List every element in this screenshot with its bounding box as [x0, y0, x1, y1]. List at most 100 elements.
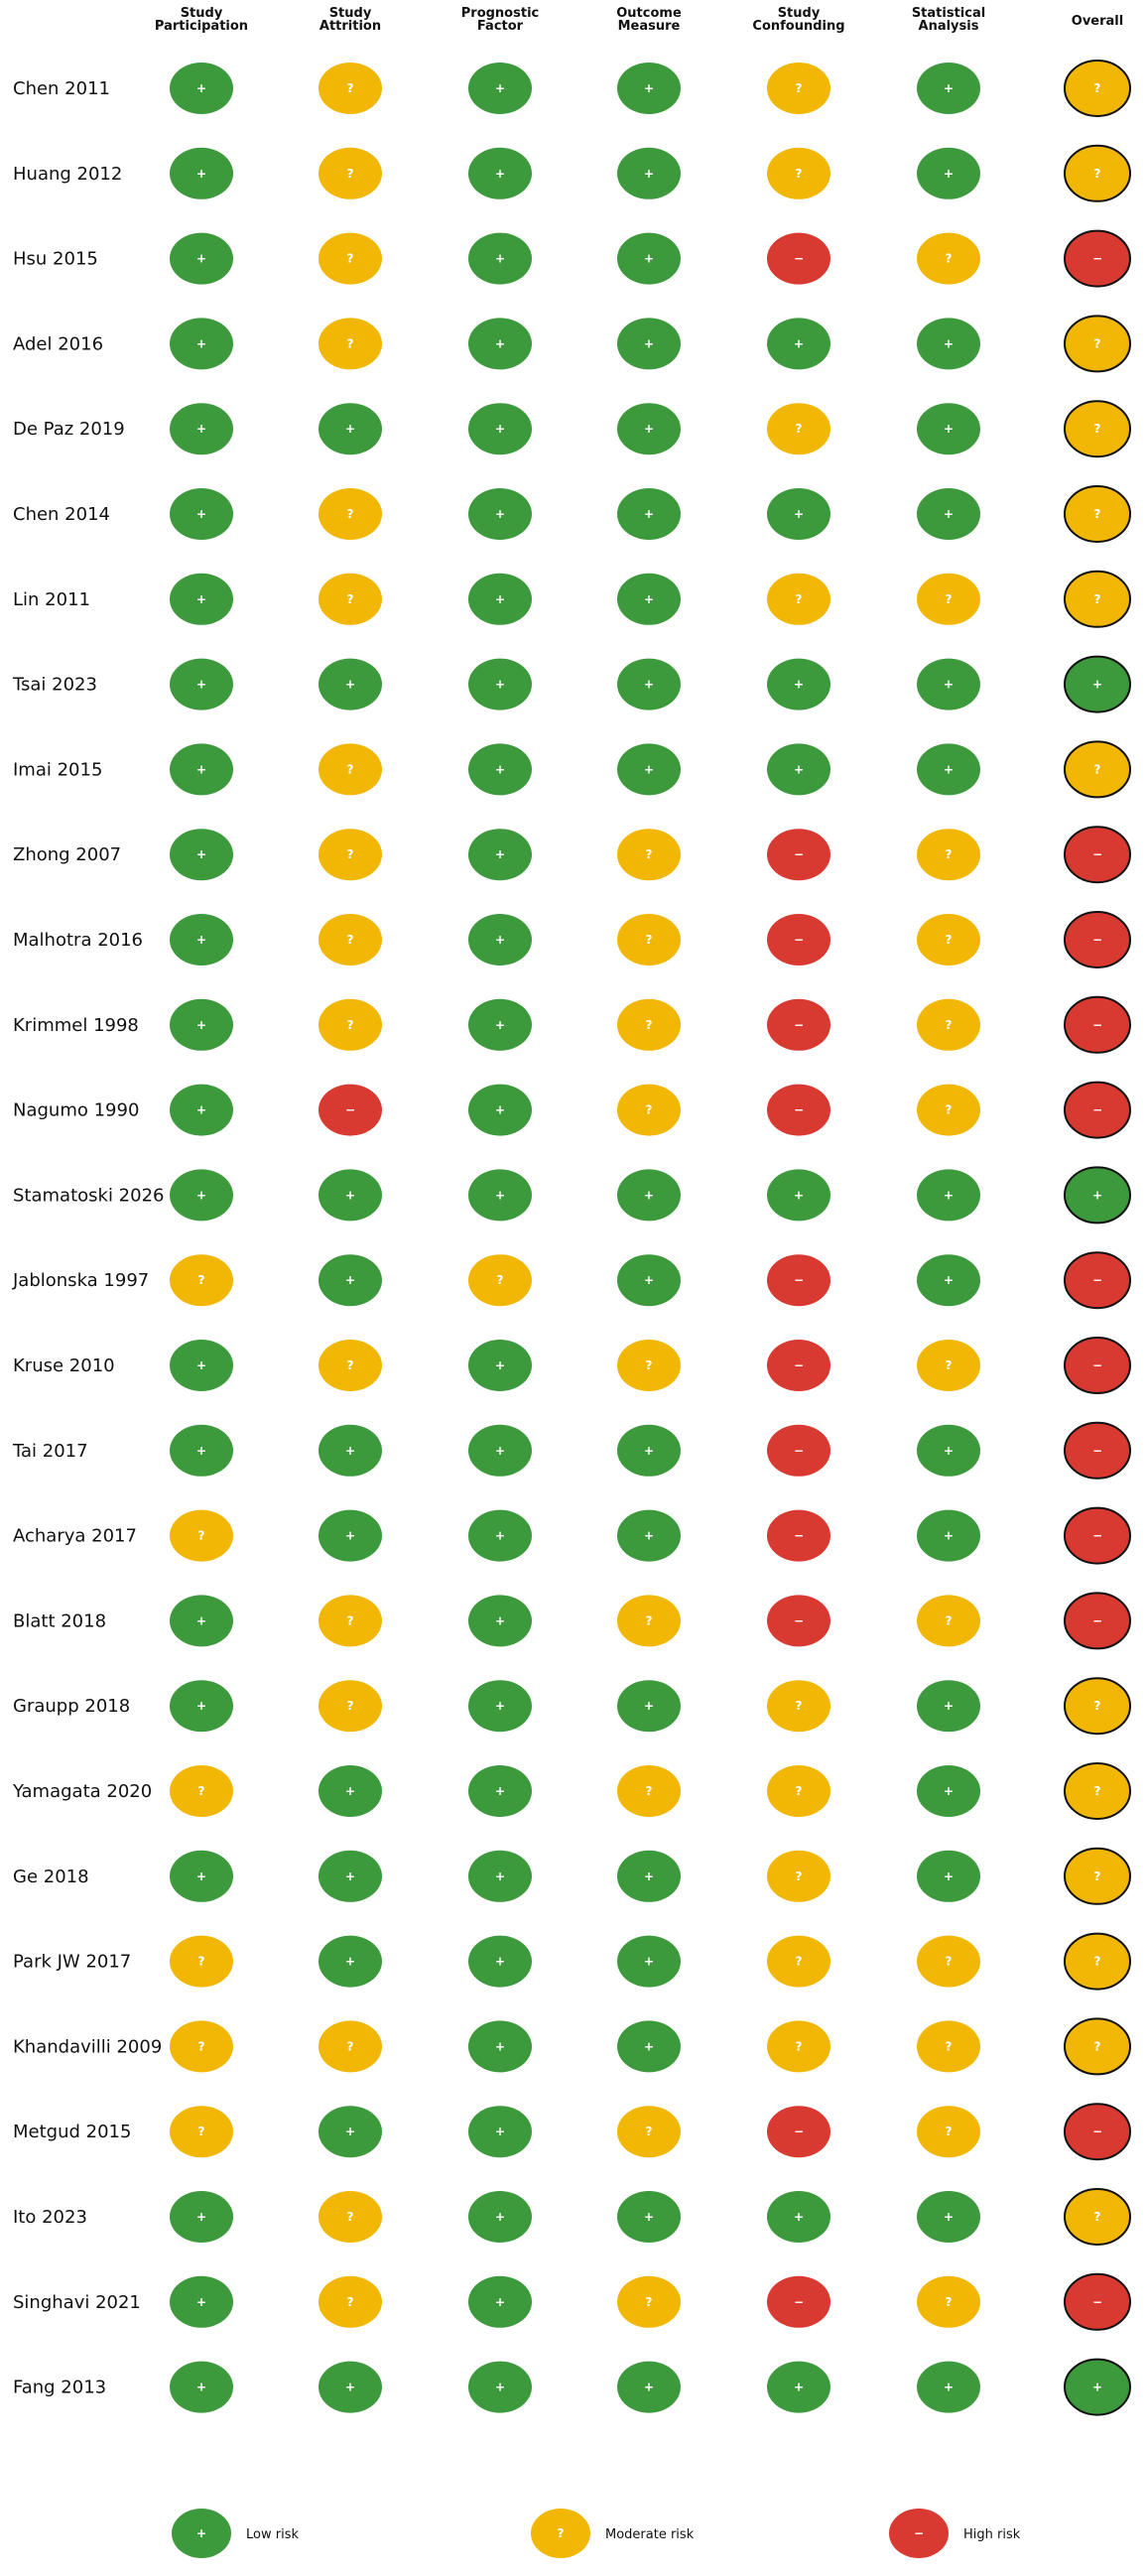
overall-risk-marker	[1064, 1251, 1131, 1310]
legend-item: − High risk	[889, 2509, 1021, 2558]
risk-symbol: ?	[946, 933, 953, 947]
risk-marker	[767, 232, 830, 285]
risk-marker	[318, 998, 382, 1051]
risk-marker	[170, 2106, 233, 2158]
risk-marker	[468, 1084, 532, 1136]
risk-marker	[318, 1765, 382, 1817]
risk-marker	[767, 1509, 830, 1562]
risk-marker	[767, 2361, 830, 2413]
risk-symbol: −	[794, 1529, 804, 1543]
risk-marker	[468, 1850, 532, 1902]
risk-marker	[170, 1765, 233, 1817]
study-row: Yamagata 2020? + +?? +?	[12, 1762, 1131, 1820]
study-row: Adel 2016 +? + + + +?	[13, 315, 1131, 373]
risk-symbol: ?	[347, 592, 354, 606]
risk-symbol: −	[794, 1444, 804, 1458]
study-label: Khandavilli 2009	[13, 2036, 162, 2057]
risk-symbol: +	[495, 1955, 505, 1969]
risk-symbol: ?	[796, 1784, 803, 1798]
study-row: Zhong 2007 +? +? −? −	[13, 826, 1131, 884]
risk-marker	[318, 1680, 382, 1733]
risk-marker	[170, 2275, 233, 2328]
risk-marker	[917, 1169, 980, 1222]
risk-marker	[170, 1595, 233, 1647]
risk-marker	[917, 232, 980, 285]
risk-symbol: +	[495, 847, 505, 861]
risk-marker	[318, 63, 382, 114]
risk-marker	[917, 743, 980, 796]
column-header: Study Participation	[155, 6, 248, 34]
risk-symbol: −	[1092, 2295, 1102, 2309]
risk-marker	[617, 488, 681, 540]
risk-marker	[318, 147, 382, 199]
study-label: Ito 2023	[13, 2207, 87, 2228]
risk-marker	[767, 1169, 830, 1222]
risk-marker	[468, 573, 532, 625]
risk-symbol: +	[944, 422, 954, 436]
risk-marker	[617, 1680, 681, 1733]
column-header: Statistical Analysis	[912, 6, 985, 34]
risk-marker	[170, 232, 233, 285]
risk-symbol: +	[345, 1188, 355, 1202]
risk-marker	[617, 2020, 681, 2073]
risk-symbol: ?	[198, 1529, 205, 1543]
overall-risk-marker	[1064, 400, 1131, 458]
risk-symbol: +	[196, 1358, 206, 1372]
overall-risk-marker	[1064, 826, 1131, 884]
risk-symbol: ?	[1094, 1869, 1101, 1883]
risk-marker	[767, 1340, 830, 1391]
risk-symbol: +	[794, 507, 804, 521]
risk-marker	[617, 1254, 681, 1307]
risk-marker	[617, 1084, 681, 1136]
risk-marker	[617, 829, 681, 881]
study-label: Chen 2014	[13, 504, 110, 525]
risk-symbol: +	[495, 2381, 505, 2394]
risk-symbol: +	[1092, 1188, 1102, 1202]
risk-marker	[617, 1424, 681, 1477]
study-label: Huang 2012	[13, 164, 122, 185]
risk-symbol: +	[345, 1955, 355, 1969]
risk-symbol: ?	[1094, 1784, 1101, 1798]
risk-symbol: +	[196, 81, 206, 95]
risk-marker	[170, 2020, 233, 2073]
study-row: Stamatoski 2026 + + + + + + +	[13, 1166, 1131, 1224]
risk-symbol: +	[345, 1529, 355, 1543]
risk-symbol: ?	[796, 422, 803, 436]
risk-symbol: +	[196, 678, 206, 692]
study-label: Acharya 2017	[13, 1526, 137, 1547]
risk-marker	[170, 1084, 233, 1136]
risk-symbol: +	[644, 422, 654, 436]
overall-risk-marker	[1064, 911, 1131, 968]
risk-symbol: −	[1092, 1018, 1102, 1032]
risk-marker	[767, 147, 830, 199]
risk-symbol: +	[196, 1444, 206, 1458]
risk-marker	[170, 1935, 233, 1988]
risk-symbol: −	[794, 1273, 804, 1287]
risk-marker	[468, 2106, 532, 2158]
risk-marker	[767, 2106, 830, 2158]
risk-symbol: ?	[946, 1018, 953, 1032]
overall-risk-marker	[1064, 229, 1131, 288]
risk-symbol: +	[495, 678, 505, 692]
risk-symbol: +	[196, 507, 206, 521]
legend-marker	[531, 2509, 590, 2558]
risk-symbol: −	[794, 1103, 804, 1117]
risk-marker	[917, 2191, 980, 2243]
study-row: Huang 2012 +? + +? +?	[13, 144, 1131, 202]
risk-symbol: +	[196, 2381, 206, 2394]
legend-marker	[172, 2509, 231, 2558]
risk-symbol: ?	[946, 1358, 953, 1372]
risk-marker	[767, 403, 830, 455]
risk-marker	[617, 403, 681, 455]
risk-symbol: ?	[198, 1955, 205, 1969]
overall-risk-marker	[1064, 1677, 1131, 1736]
risk-marker	[468, 914, 532, 966]
risk-symbol: +	[495, 933, 505, 947]
risk-marker	[917, 488, 980, 540]
risk-symbol: +	[196, 1018, 206, 1032]
risk-symbol: +	[495, 2295, 505, 2309]
risk-marker	[767, 743, 830, 796]
risk-symbol: ?	[946, 1103, 953, 1117]
risk-marker	[617, 743, 681, 796]
study-label: Hsu 2015	[13, 249, 98, 270]
